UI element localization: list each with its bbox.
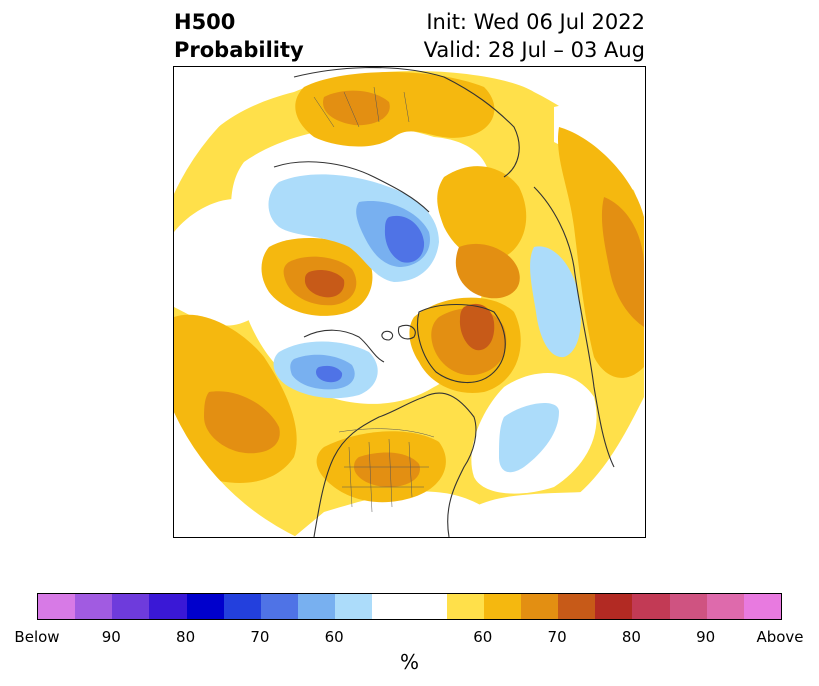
colorbar-segment [595,594,633,619]
colorbar-tick-label: 60 [473,628,493,646]
colorbar-tick-label: Above [756,628,804,646]
map-svg [174,67,644,537]
colorbar-segment [38,594,76,619]
colorbar-tick-label: 60 [324,628,344,646]
title-right: Init: Wed 06 Jul 2022 Valid: 28 Jul – 03… [424,8,645,64]
title-variable: H500 [174,10,236,34]
colorbar-segment [149,594,187,619]
colorbar-segment [706,594,744,619]
field-asia-lightblue [530,246,581,358]
probability-map [173,66,646,538]
title-left: H500 Probability [174,8,304,64]
coastline-alaska [303,329,385,363]
colorbar-segment [372,594,447,619]
colorbar-segment [483,594,522,619]
colorbar-unit-label: % [399,650,419,674]
field-atlantic-lightblue [499,402,559,473]
border-europe [313,86,410,128]
field-siberia-blue [384,215,425,263]
field-white-west [174,198,275,326]
coastline-north-america [313,392,477,537]
colorbar-segment [521,594,559,619]
field-greenland-darkorange [459,303,495,351]
border-us-states [342,438,429,513]
coastline-greenland [416,304,506,384]
field-east-band-orange [601,197,644,327]
colorbar-tick-label: Below [14,628,60,646]
coastline-siberia [273,161,430,213]
field-atlantic-darkorange [304,269,345,298]
colorbar-segment [75,594,113,619]
field-alaska-blue [316,365,343,383]
field-europe-orange [323,90,390,126]
field-russia-yellow [437,166,527,260]
colorbar-segment [298,594,336,619]
colorbar-tick-label: 70 [547,628,567,646]
colorbar [37,593,782,620]
field-eurasia-orange [455,243,520,299]
border-us-canada [338,428,435,438]
probability-fields [174,71,644,537]
coastlines [273,67,615,537]
colorbar-tick-label: 80 [176,628,196,646]
colorbar-segment [112,594,150,619]
field-europe-yellow [295,72,495,147]
colorbar-tick-label: 70 [250,628,270,646]
colorbar-segment [669,594,707,619]
colorbar-segment [335,594,373,619]
colorbar-segment [446,594,484,619]
colorbar-segment [743,594,782,619]
valid-range: Valid: 28 Jul – 03 Aug [423,38,645,62]
colorbar-segment [558,594,596,619]
title-field: Probability [174,38,304,62]
init-date: Init: Wed 06 Jul 2022 [426,10,645,34]
colorbar-segment [186,594,224,619]
colorbar-tick-label: 90 [696,628,716,646]
colorbar-segment [632,594,670,619]
colorbar-tick-label: 80 [621,628,641,646]
colorbar-tick-label: 90 [101,628,121,646]
colorbar-segment [260,594,299,619]
field-east-band-yellow [557,127,644,378]
colorbar-segment [223,594,261,619]
coastline-europe [293,67,520,178]
field-pacific-orange [204,391,280,454]
borders [313,86,435,513]
coastline-arctic-islands [381,324,416,341]
coastline-asia-east [533,186,615,468]
